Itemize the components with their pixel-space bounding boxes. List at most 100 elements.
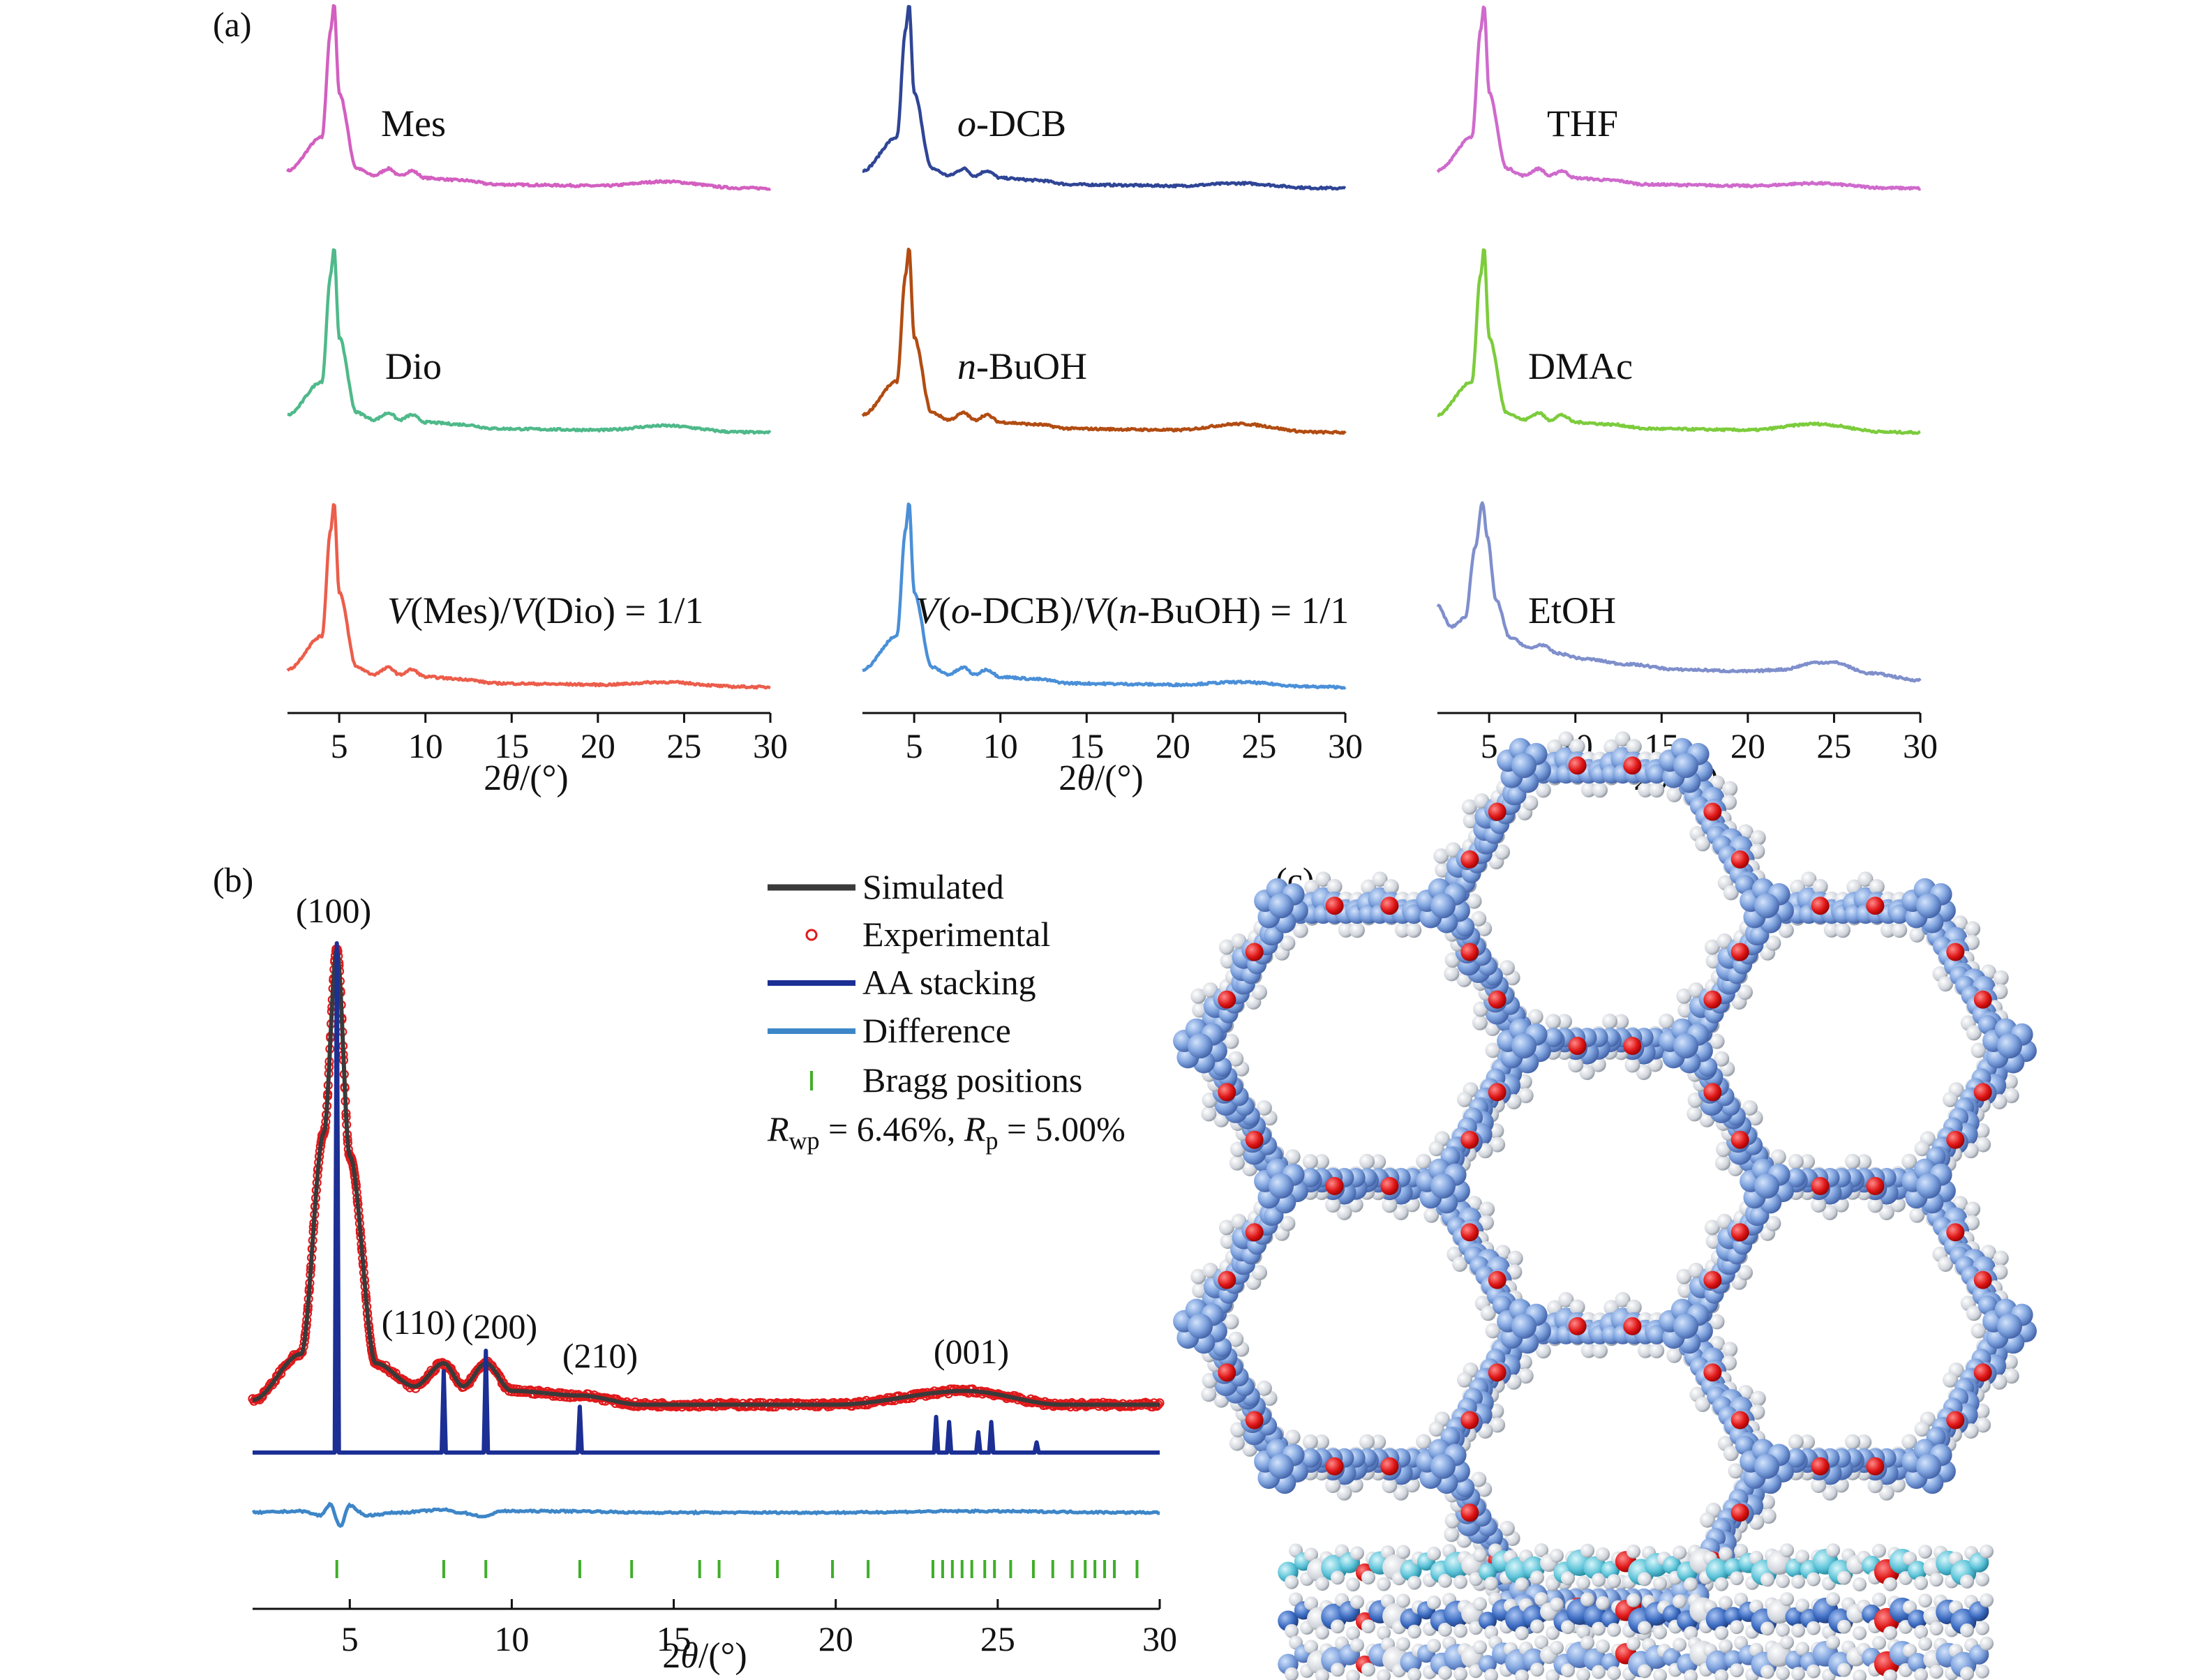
stack-atom xyxy=(1627,1593,1640,1607)
node-atom xyxy=(1916,893,1941,919)
stack-atom xyxy=(1438,1622,1452,1637)
hydrogen-atom xyxy=(1778,922,1794,938)
hydrogen-atom xyxy=(1714,1155,1730,1171)
hydrogen-atom xyxy=(1370,1434,1386,1450)
hkl-100: (100) xyxy=(296,891,371,930)
stack-atom xyxy=(1730,1620,1744,1635)
stack-atom xyxy=(1534,1592,1548,1606)
carbon-atom xyxy=(1212,1337,1232,1358)
carbon-atom xyxy=(1698,1057,1718,1077)
carbon-atom xyxy=(1300,1168,1320,1187)
hydrogen-atom xyxy=(1382,1478,1398,1494)
stack-atom xyxy=(1929,1573,1943,1587)
hydrogen-atom xyxy=(1700,1512,1715,1528)
stack-atom xyxy=(1627,1544,1640,1559)
node-atom xyxy=(1997,1313,2022,1339)
stack-atom xyxy=(1914,1576,1928,1591)
hydrogen-atom xyxy=(1285,1430,1301,1446)
hydrogen-atom xyxy=(1527,1009,1543,1025)
stack-atom xyxy=(1807,1572,1821,1587)
oxygen-atom xyxy=(1730,1411,1749,1430)
x-axis-title-a1: 2θ/(°) xyxy=(484,758,568,798)
stack-atom xyxy=(1361,1663,1375,1677)
stack-atom xyxy=(1580,1543,1594,1558)
oxygen-atom xyxy=(1946,1411,1965,1430)
oxygen-atom xyxy=(1946,1223,1965,1242)
node-atom xyxy=(1269,893,1294,919)
oxygen-atom xyxy=(1703,802,1722,821)
hydrogen-atom xyxy=(1901,1434,1917,1450)
node-atom xyxy=(1754,1453,1779,1479)
node-atom xyxy=(1430,1453,1456,1479)
stack-atom xyxy=(1918,1545,1932,1559)
oxygen-atom xyxy=(1973,1363,1992,1382)
stack-atom xyxy=(1673,1637,1687,1652)
hydrogen-atom xyxy=(1499,960,1515,976)
hydrogen-atom xyxy=(1490,1417,1506,1433)
oxygen-atom xyxy=(1623,1037,1642,1056)
stack-atom xyxy=(1662,1556,1682,1575)
stack-atom xyxy=(1361,1619,1375,1634)
stack-atom xyxy=(1576,1667,1590,1680)
stack-atom xyxy=(1653,1576,1667,1591)
hydrogen-atom xyxy=(1315,871,1331,887)
hydrogen-atom xyxy=(1965,1201,1981,1217)
x-tick-label-b: 10 xyxy=(494,1619,529,1658)
hydrogen-atom xyxy=(1676,988,1692,1004)
oxygen-atom xyxy=(1730,850,1749,869)
stack-atom xyxy=(1515,1626,1529,1640)
hydrogen-atom xyxy=(1302,1154,1318,1169)
oxygen-atom xyxy=(1218,990,1236,1009)
hydrogen-atom xyxy=(1613,1014,1629,1030)
oxygen-atom xyxy=(1946,943,1965,961)
stack-atom xyxy=(1427,1638,1441,1653)
hydrogen-atom xyxy=(1499,1520,1515,1536)
hydrogen-atom xyxy=(1444,1527,1460,1543)
hydrogen-atom xyxy=(1416,1153,1432,1169)
panel-b-axes: 5 10 15 20 25 30 xyxy=(253,1599,1177,1658)
hydrogen-atom xyxy=(1190,988,1206,1004)
stack-atom xyxy=(1396,1545,1410,1559)
node-atom xyxy=(1673,1313,1698,1339)
hydrogen-atom xyxy=(1704,939,1720,955)
hydrogen-atom xyxy=(1569,1299,1585,1315)
x-tick-label-b: 5 xyxy=(341,1619,359,1658)
hydrogen-atom xyxy=(1765,1215,1781,1231)
oxygen-atom xyxy=(1866,1457,1885,1476)
hydrogen-atom xyxy=(1722,1342,1738,1358)
stack-atom xyxy=(1914,1625,1928,1640)
oxygen-atom xyxy=(1946,1130,1965,1149)
hydrogen-atom xyxy=(1395,922,1410,938)
hydrogen-atom xyxy=(1580,781,1597,797)
stack-atom xyxy=(1714,1577,1728,1591)
hydrogen-atom xyxy=(1466,893,1482,909)
hydrogen-atom xyxy=(1452,1257,1468,1272)
hydrogen-atom xyxy=(1800,1434,1815,1450)
stack-atom xyxy=(1473,1597,1487,1611)
simulated-series xyxy=(252,948,1160,1407)
node-atom xyxy=(1916,1173,1941,1199)
stack-atom xyxy=(1607,1666,1621,1680)
hydrogen-atom xyxy=(1856,1154,1872,1170)
hydrogen-atom xyxy=(1856,1434,1872,1450)
stack-atom xyxy=(1479,1655,1497,1674)
stack-atom xyxy=(1331,1570,1345,1585)
stack-atom xyxy=(1469,1572,1483,1587)
oxygen-atom xyxy=(1488,1270,1507,1289)
x-tick-label-a2: 10 xyxy=(983,726,1018,765)
stack-atom xyxy=(1596,1547,1610,1561)
hydrogen-atom xyxy=(1218,939,1234,955)
stack-atom xyxy=(1438,1573,1452,1588)
hydrogen-atom xyxy=(1714,1051,1730,1067)
label-thf: THF xyxy=(1547,103,1618,144)
hydrogen-atom xyxy=(1252,1265,1267,1281)
stack-atom xyxy=(1684,1669,1698,1680)
stack-atom xyxy=(1719,1596,1733,1610)
hydrogen-atom xyxy=(1359,1434,1375,1450)
oxygen-atom xyxy=(1325,1177,1344,1195)
legend-swatch-experimental xyxy=(805,929,818,941)
hydrogen-atom xyxy=(1615,1291,1631,1307)
stack-atom xyxy=(1653,1625,1667,1640)
hydrogen-atom xyxy=(1580,1342,1597,1358)
stack-atom xyxy=(1714,1626,1728,1640)
